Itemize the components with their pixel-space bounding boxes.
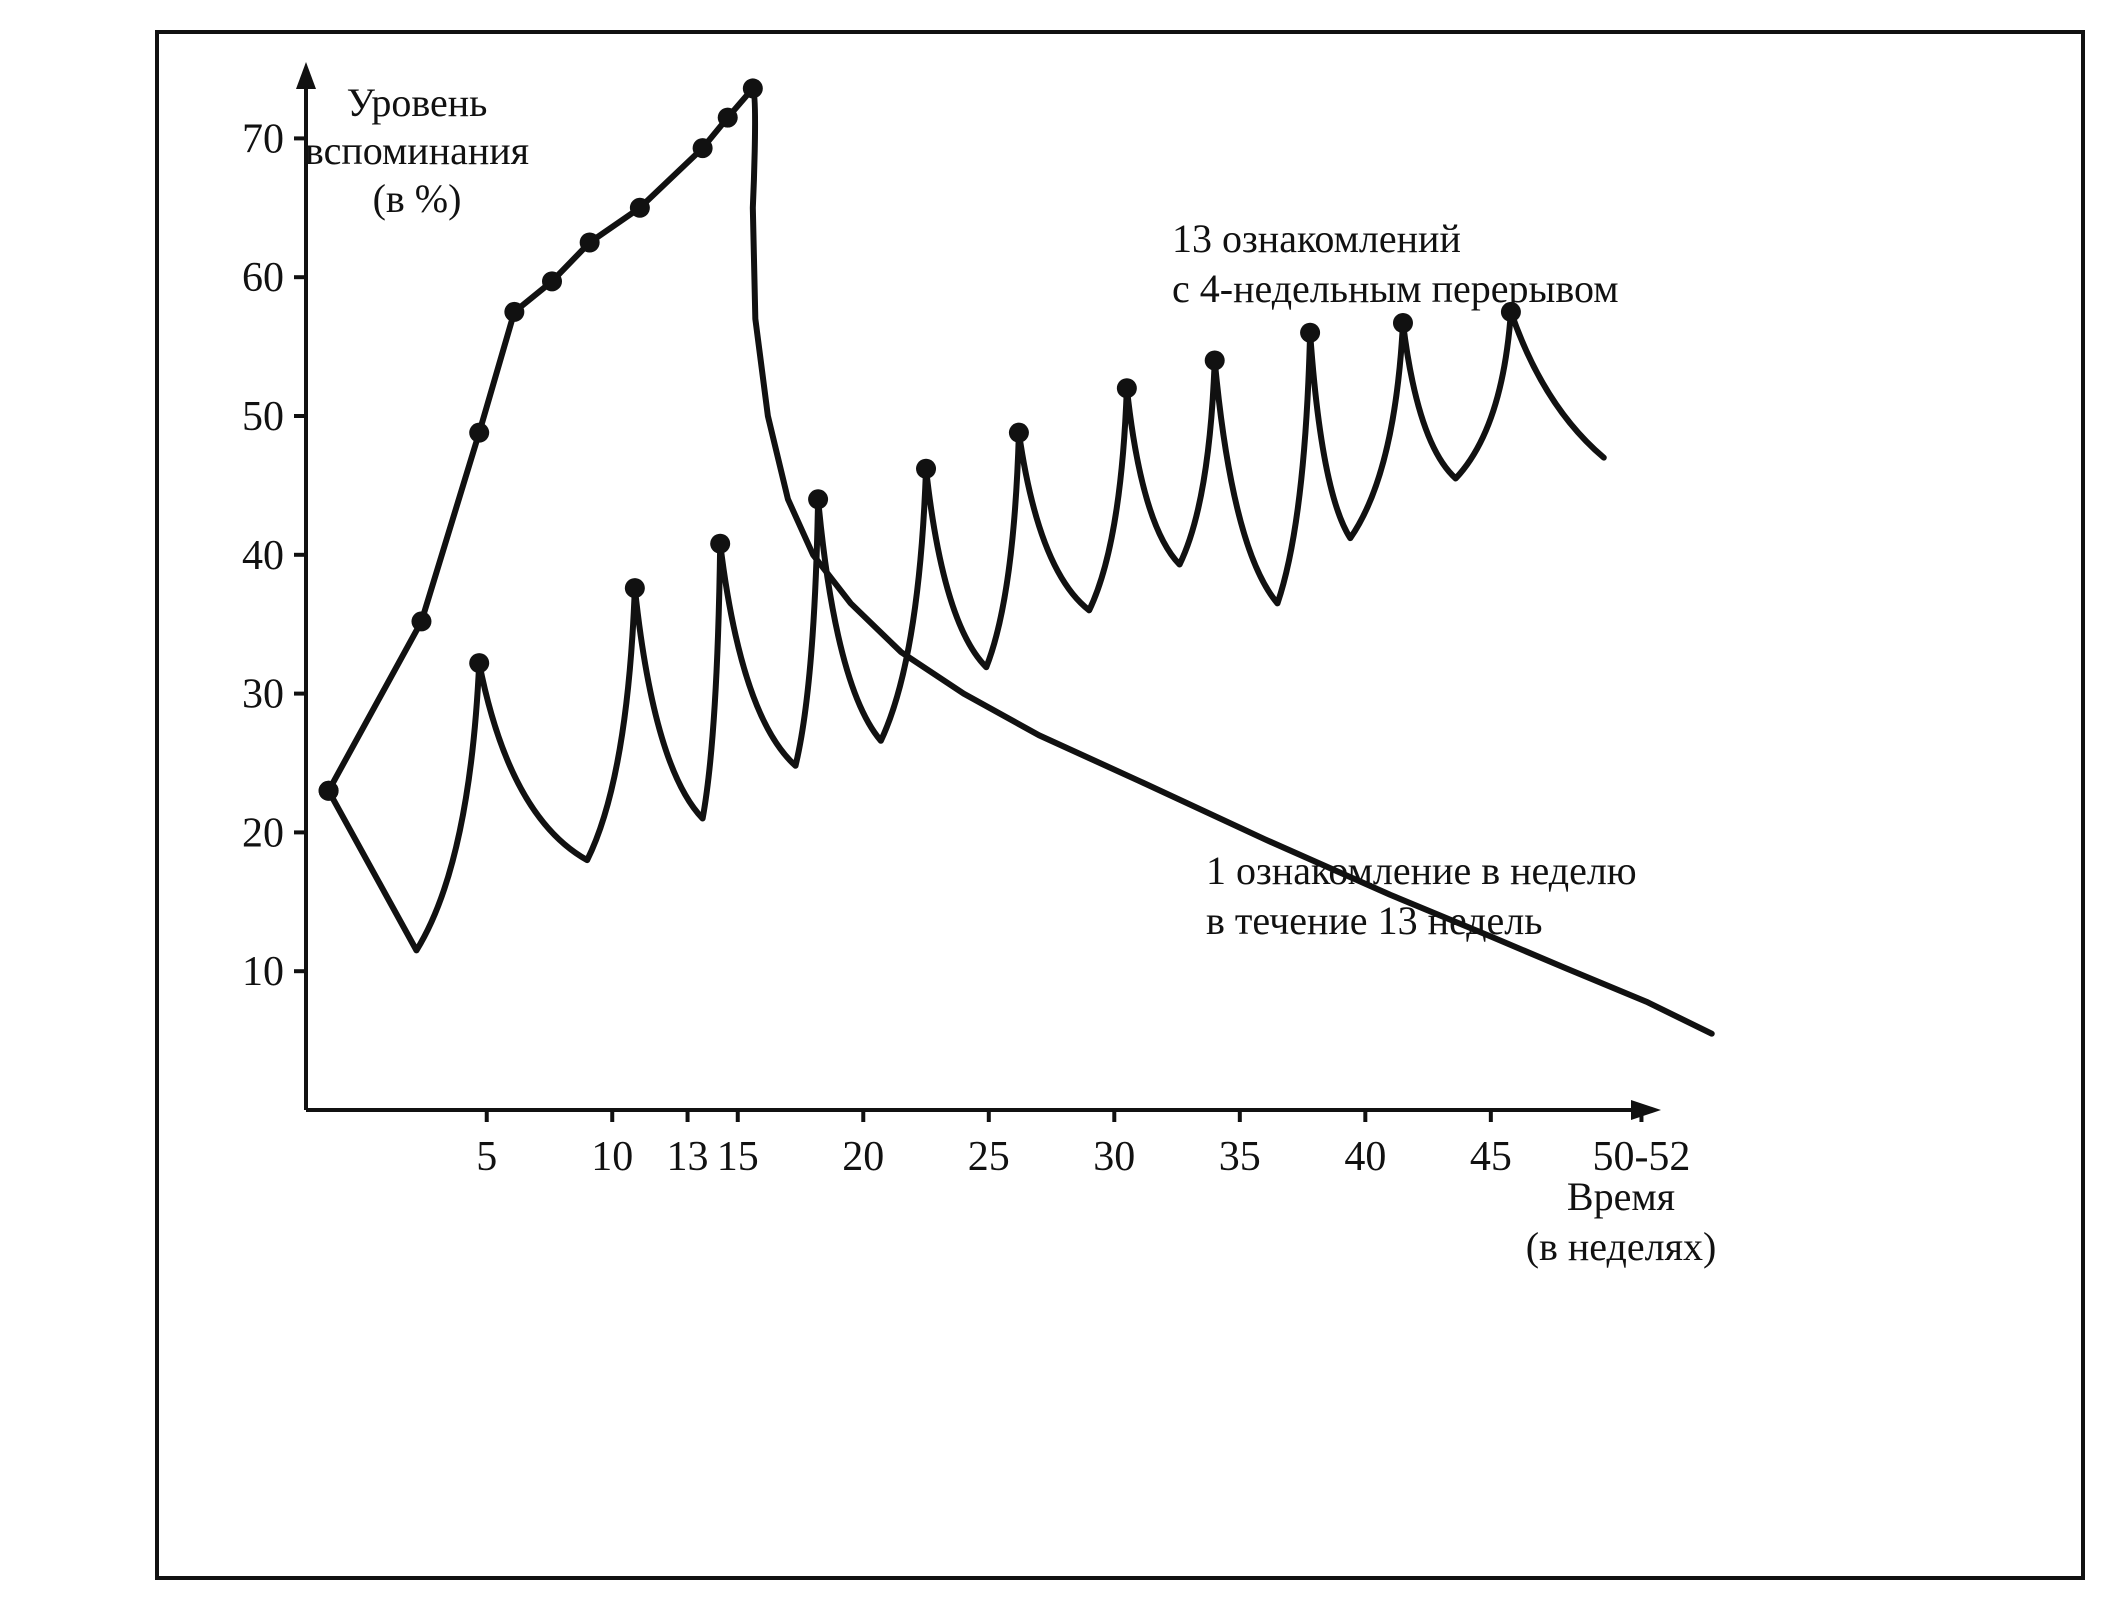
annotation-spaced-line-1: 13 ознакомлений: [1172, 216, 1461, 261]
annotation-weekly-line-1: 1 ознакомление в неделю: [1206, 848, 1637, 893]
series-weekly-point: [469, 422, 490, 443]
y-tick-label: 60: [242, 255, 284, 301]
x-tick-label: 15: [717, 1134, 759, 1180]
markers: [318, 78, 1521, 801]
series-spaced-point: [1008, 422, 1029, 443]
x-axis-title-line-2: (в неделях): [1526, 1224, 1717, 1269]
annotation-spaced-line-2: с 4-недельным перерывом: [1172, 266, 1619, 311]
series-spaced-point: [469, 653, 490, 674]
x-ticks: 5 10 13 15 20 25 30 35 40 45 50-52: [476, 1110, 1690, 1180]
chart-frame: 10 20 30 40 50 60 70 5 10 13 15 20 25 30 35 40 45 50-52 …: [155, 30, 2085, 1580]
x-axis-arrow-icon: [1631, 1100, 1661, 1120]
y-tick-label: 20: [242, 810, 284, 856]
series-weekly-point: [411, 611, 432, 632]
y-tick-label: 70: [242, 116, 284, 162]
x-tick-label: 5: [476, 1134, 497, 1180]
y-ticks: 10 20 30 40 50 60 70: [242, 116, 306, 995]
series-weekly-point: [717, 107, 738, 128]
series-spaced-point: [1300, 322, 1321, 343]
series-spaced-point: [1204, 350, 1225, 371]
curves: [325, 85, 1715, 1037]
x-tick-label: 13: [667, 1134, 709, 1180]
x-tick-label: 20: [842, 1134, 884, 1180]
annotation-weekly-line-2: в течение 13 недель: [1206, 898, 1543, 943]
x-tick-label: 30: [1093, 1134, 1135, 1180]
series-spaced-point: [808, 489, 829, 510]
x-axis-title-line-1: Время: [1567, 1174, 1675, 1219]
series-weekly-point: [629, 197, 650, 218]
axes: [296, 62, 1661, 1120]
series-weekly-point: [742, 78, 763, 99]
series-spaced-point: [318, 780, 339, 801]
y-tick-label: 30: [242, 672, 284, 718]
series-spaced-point: [916, 458, 937, 479]
x-tick-label: 50-52: [1592, 1134, 1690, 1180]
series-weekly-point: [579, 232, 600, 253]
series-spaced-point: [710, 533, 731, 554]
y-tick-label: 50: [242, 394, 284, 440]
y-tick-label: 40: [242, 533, 284, 579]
y-axis-title-line-2: вспоминания: [305, 128, 529, 173]
series-weekly-point: [504, 301, 525, 322]
y-axis-title-line-1: Уровень: [347, 80, 488, 125]
y-axis-arrow-icon: [296, 62, 316, 89]
y-tick-label: 10: [242, 949, 284, 995]
x-tick-label: 10: [591, 1134, 633, 1180]
x-tick-label: 40: [1344, 1134, 1386, 1180]
x-tick-label: 25: [968, 1134, 1010, 1180]
series-spaced-point: [1116, 378, 1137, 399]
y-axis-title-line-3: (в %): [373, 176, 462, 221]
series-spaced-line: [325, 308, 1607, 954]
series-weekly-point: [692, 138, 713, 159]
series-spaced-point: [1500, 301, 1521, 322]
x-tick-label: 35: [1219, 1134, 1261, 1180]
series-spaced-point: [624, 578, 645, 599]
series-weekly-line: [325, 85, 1715, 1037]
x-tick-label: 45: [1470, 1134, 1512, 1180]
series-weekly-point: [542, 271, 563, 292]
series-spaced-point: [1392, 313, 1413, 334]
